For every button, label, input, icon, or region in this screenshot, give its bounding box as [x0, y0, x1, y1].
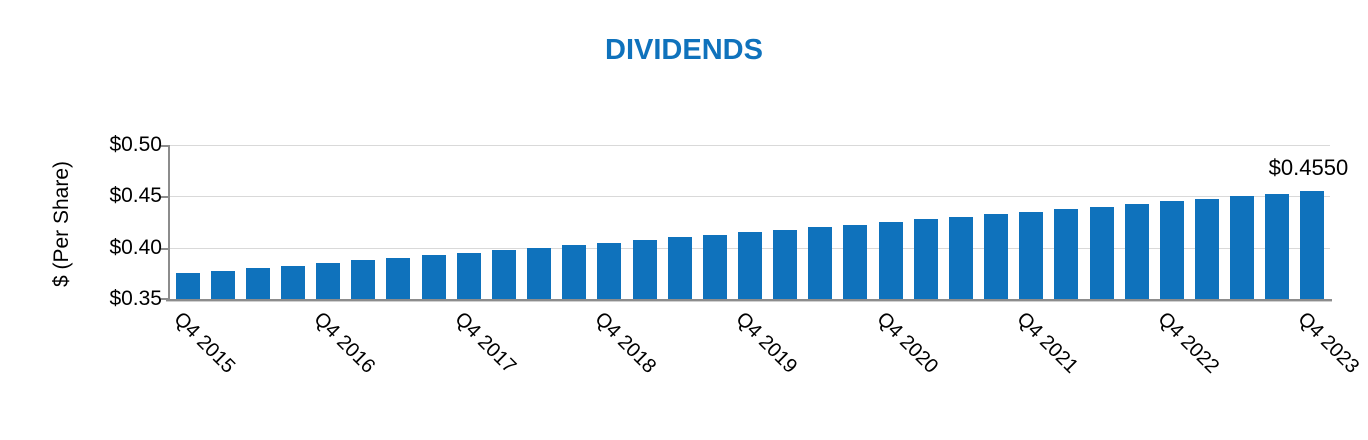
- gridline-0.45: [170, 196, 1330, 197]
- x-tick-label-q4-2020: Q4 2020: [872, 308, 942, 378]
- bar-q3-2022: [1124, 204, 1149, 299]
- y-tick-label-0.45: $0.45: [109, 184, 162, 208]
- y-tick-label-0.35: $0.35: [109, 287, 162, 310]
- bar-q4-2020: [878, 222, 903, 299]
- x-tick-label-q4-2016: Q4 2016: [309, 308, 380, 378]
- y-axis-tick-0.35: [161, 298, 168, 300]
- bar-q1-2017: [351, 260, 376, 299]
- bar-q4-2018: [597, 243, 622, 299]
- bar-q2-2018: [527, 248, 552, 299]
- bar-q2-2019: [667, 237, 692, 299]
- y-axis-tick-0.40: [161, 248, 168, 250]
- bar-q4-2015: [175, 273, 200, 299]
- bar-q2-2016: [245, 268, 270, 299]
- bar-q1-2019: [632, 240, 657, 299]
- last-bar-value-label: $0.4550: [1268, 155, 1349, 180]
- y-axis-tick-0.50: [161, 145, 168, 147]
- bar-q4-2016: [316, 263, 341, 299]
- bar-q4-2017: [456, 253, 481, 299]
- bar-q2-2023: [1230, 196, 1255, 299]
- bar-q4-2023: [1300, 191, 1325, 299]
- bar-q3-2023: [1265, 194, 1290, 299]
- bar-q4-2021: [1019, 212, 1044, 299]
- y-tick-label-0.40: $0.40: [109, 235, 162, 259]
- bar-q3-2017: [421, 255, 446, 299]
- x-tick-label-q4-2018: Q4 2018: [590, 308, 661, 378]
- y-axis-tick-0.45: [161, 196, 168, 198]
- bar-q1-2022: [1054, 209, 1079, 299]
- bar-q1-2023: [1194, 199, 1219, 299]
- x-tick-label-q4-2023: Q4 2023: [1293, 308, 1364, 378]
- bar-q3-2016: [281, 266, 306, 299]
- bar-q3-2018: [562, 245, 587, 299]
- plot-area: [161, 145, 1332, 302]
- bar-q3-2019: [702, 235, 727, 299]
- y-tick-label-0.50: $0.50: [109, 133, 162, 156]
- bar-q3-2020: [843, 225, 868, 299]
- bar-q2-2020: [808, 227, 833, 299]
- bar-q4-2022: [1159, 201, 1184, 299]
- bar-q2-2021: [948, 217, 973, 299]
- bar-q1-2020: [773, 230, 798, 299]
- x-tick-label-q4-2015: Q4 2015: [169, 308, 239, 378]
- gridline-0.50: [170, 145, 1330, 146]
- y-axis-title: $ (Per Share): [50, 160, 73, 288]
- x-tick-label-q4-2021: Q4 2021: [1012, 308, 1083, 378]
- x-tick-label-q4-2022: Q4 2022: [1153, 308, 1224, 378]
- bar-q3-2021: [984, 214, 1009, 299]
- chart-title: DIVIDENDS: [605, 34, 763, 66]
- bar-q4-2019: [738, 232, 762, 299]
- bar-q1-2021: [913, 219, 938, 299]
- bar-q1-2016: [210, 271, 235, 299]
- bar-q2-2022: [1089, 207, 1114, 299]
- y-axis-line: [168, 145, 170, 301]
- x-axis-line: [166, 299, 1332, 302]
- x-tick-label-q4-2019: Q4 2019: [731, 308, 802, 378]
- x-tick-label-q4-2017: Q4 2017: [450, 308, 521, 378]
- bar-q1-2018: [491, 250, 516, 299]
- bar-q2-2017: [386, 258, 411, 299]
